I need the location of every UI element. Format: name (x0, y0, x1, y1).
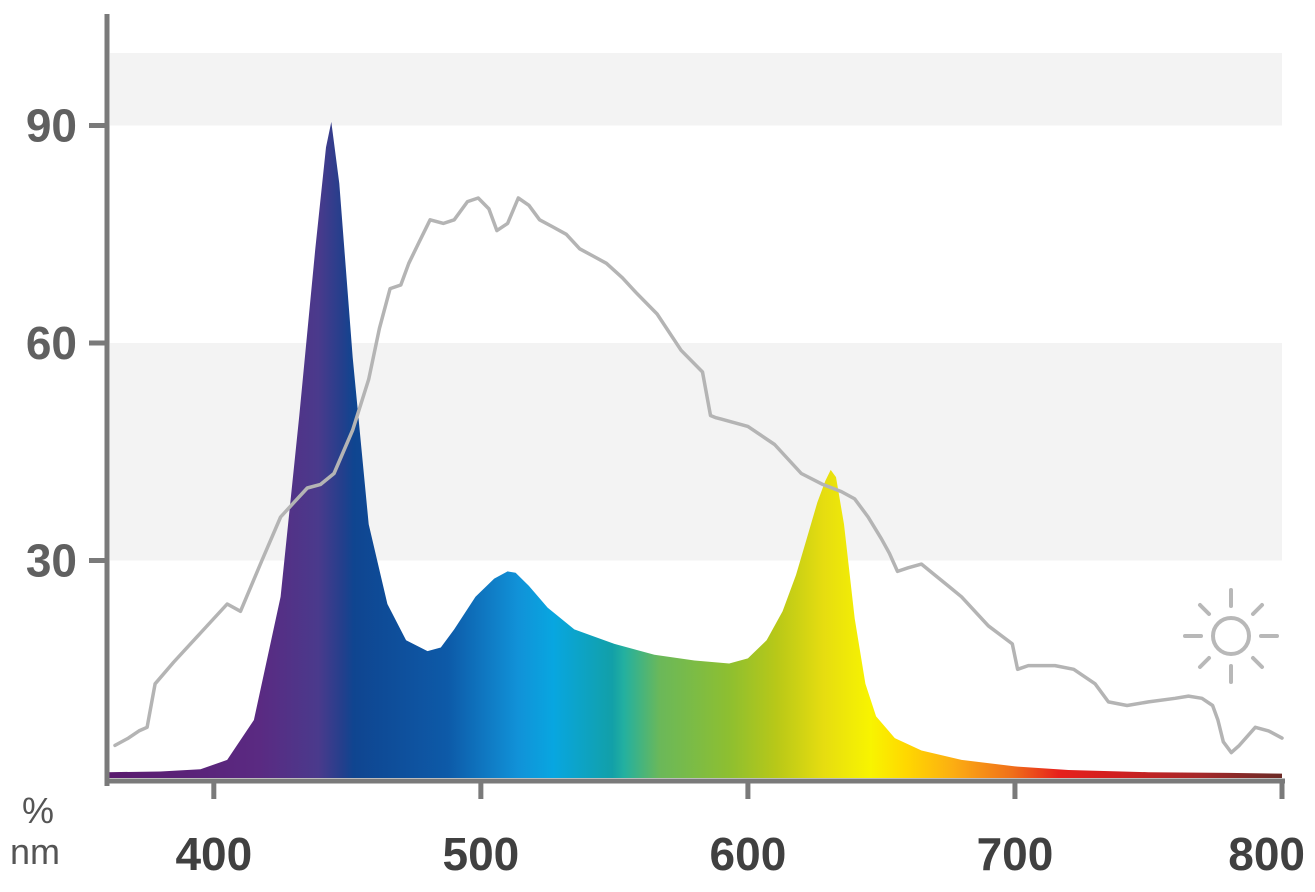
grid-band-0 (110, 343, 1282, 561)
daylight-line-layer (113, 196, 1284, 755)
x-tick-label: 600 (710, 828, 787, 880)
nm-unit-label: nm (10, 831, 60, 872)
x-tick-label: 700 (977, 828, 1054, 880)
grid-band-1 (110, 53, 1282, 126)
daylight-spectrum-line (113, 196, 1284, 755)
x-tick-label: 400 (175, 828, 252, 880)
percent-unit-label: % (22, 790, 54, 831)
x-tick-label: 500 (442, 828, 519, 880)
x-tick-label: 800 (1228, 828, 1305, 880)
y-tick-label: 60 (26, 317, 77, 369)
sun-icon (1183, 588, 1279, 684)
spectrum-area-layer (107, 121, 1282, 778)
spectrum-area (107, 121, 1282, 778)
axis-ticks: 30 60 90 400 500 600 700 800 (26, 100, 1305, 881)
y-tick-label: 30 (26, 535, 77, 587)
y-tick-label: 90 (26, 100, 77, 152)
grid-bands (110, 53, 1282, 561)
